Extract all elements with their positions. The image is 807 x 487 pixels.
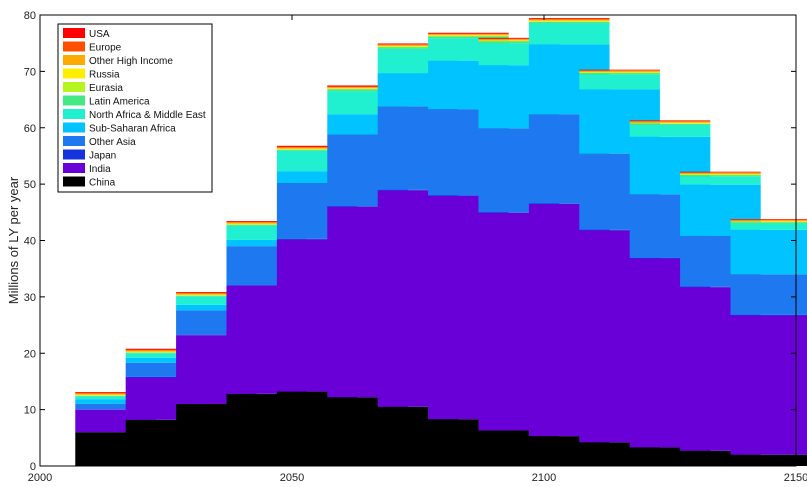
y-tick-label: 40 <box>24 236 36 248</box>
legend-label-latin-america: Latin America <box>89 97 150 108</box>
legend-swatch-europe <box>63 42 85 52</box>
bar-segment-latin-america-2125 <box>630 124 711 125</box>
bar-segment-russia-2085 <box>428 35 509 36</box>
bar-segment-usa-2135 <box>680 172 761 173</box>
legend-label-india: India <box>89 164 111 175</box>
bar-segment-other-high-income-2115 <box>579 71 660 72</box>
legend-label-north-africa-middle-east: North Africa & Middle East <box>89 110 206 121</box>
bar-segment-europe-2105 <box>529 19 610 20</box>
bar-segment-eurasia-2105 <box>529 21 610 22</box>
bar-segment-latin-america-2105 <box>529 22 610 24</box>
bar-segment-other-high-income-2085 <box>428 34 509 35</box>
y-tick-label: 10 <box>24 405 36 417</box>
y-tick-label: 30 <box>24 292 36 304</box>
bar-segment-north-africa-middle-east-2105 <box>529 23 610 44</box>
bar-segment-russia-2135 <box>680 174 761 175</box>
bar-segment-eurasia-2115 <box>579 73 660 74</box>
legend-swatch-eurasia <box>63 82 85 92</box>
x-tick-label: 2050 <box>280 472 304 482</box>
bar-segment-russia-2115 <box>579 72 660 73</box>
y-axis-label: Millions of LY per year <box>6 176 21 304</box>
legend-label-other-asia: Other Asia <box>89 137 136 148</box>
bar-segment-russia-2125 <box>630 123 711 124</box>
bar-segment-usa-2085 <box>428 33 509 34</box>
legend-swatch-china <box>63 177 85 187</box>
x-tick-label: 2100 <box>532 472 556 482</box>
legend-label-europe: Europe <box>89 43 122 54</box>
bar-segment-latin-america-2115 <box>579 73 660 74</box>
bar-segment-usa-2115 <box>579 70 660 71</box>
bar-segment-eurasia-2085 <box>428 36 509 37</box>
bar-segment-europe-2115 <box>579 70 660 71</box>
legend-swatch-other-high-income <box>63 55 85 65</box>
legend-label-china: China <box>89 178 116 189</box>
bar-segment-usa-2105 <box>529 18 610 19</box>
x-tick-label: 2000 <box>28 472 52 482</box>
legend-swatch-russia <box>63 69 85 79</box>
legend-swatch-north-africa-middle-east <box>63 109 85 119</box>
legend-label-other-high-income: Other High Income <box>89 56 173 67</box>
bar-segment-eurasia-2125 <box>630 123 711 124</box>
legend-label-russia: Russia <box>89 70 120 81</box>
y-tick-label: 80 <box>24 10 36 22</box>
bar-segment-other-high-income-2125 <box>630 122 711 123</box>
bar-segment-north-africa-middle-east-2115 <box>579 74 660 89</box>
bar-segment-eurasia-2135 <box>680 175 761 176</box>
bar-segment-other-high-income-2135 <box>680 173 761 174</box>
bar-segment-europe-2125 <box>630 121 711 122</box>
legend-label-sub-saharan-africa: Sub-Saharan Africa <box>89 124 176 135</box>
legend-swatch-india <box>63 163 85 173</box>
x-tick-label: 2150 <box>784 472 807 482</box>
legend-swatch-other-asia <box>63 136 85 146</box>
legend-swatch-latin-america <box>63 96 85 106</box>
bar-segment-usa-2125 <box>630 120 711 121</box>
legend-label-usa: USA <box>89 29 110 40</box>
legend-label-eurasia: Eurasia <box>89 83 123 94</box>
bar-segment-latin-america-2135 <box>680 175 761 176</box>
bar-segment-other-high-income-2105 <box>529 20 610 21</box>
bar-segment-europe-2085 <box>428 34 509 35</box>
legend: USA Europe Other High Income Russia Eurasia L… <box>58 24 212 192</box>
legend-swatch-sub-saharan-africa <box>63 123 85 133</box>
y-tick-label: 60 <box>24 123 36 135</box>
y-tick-label: 70 <box>24 66 36 78</box>
bar-segment-north-africa-middle-east-2135 <box>680 176 761 184</box>
legend-swatch-japan <box>63 150 85 160</box>
y-tick-label: 50 <box>24 179 36 191</box>
bar-segment-europe-2135 <box>680 172 761 173</box>
legend-label-japan: Japan <box>89 151 116 162</box>
legend-swatch-usa <box>63 28 85 38</box>
bar-segment-north-africa-middle-east-2125 <box>630 125 711 137</box>
bar-segment-russia-2105 <box>529 21 610 22</box>
y-tick-label: 20 <box>24 348 36 360</box>
